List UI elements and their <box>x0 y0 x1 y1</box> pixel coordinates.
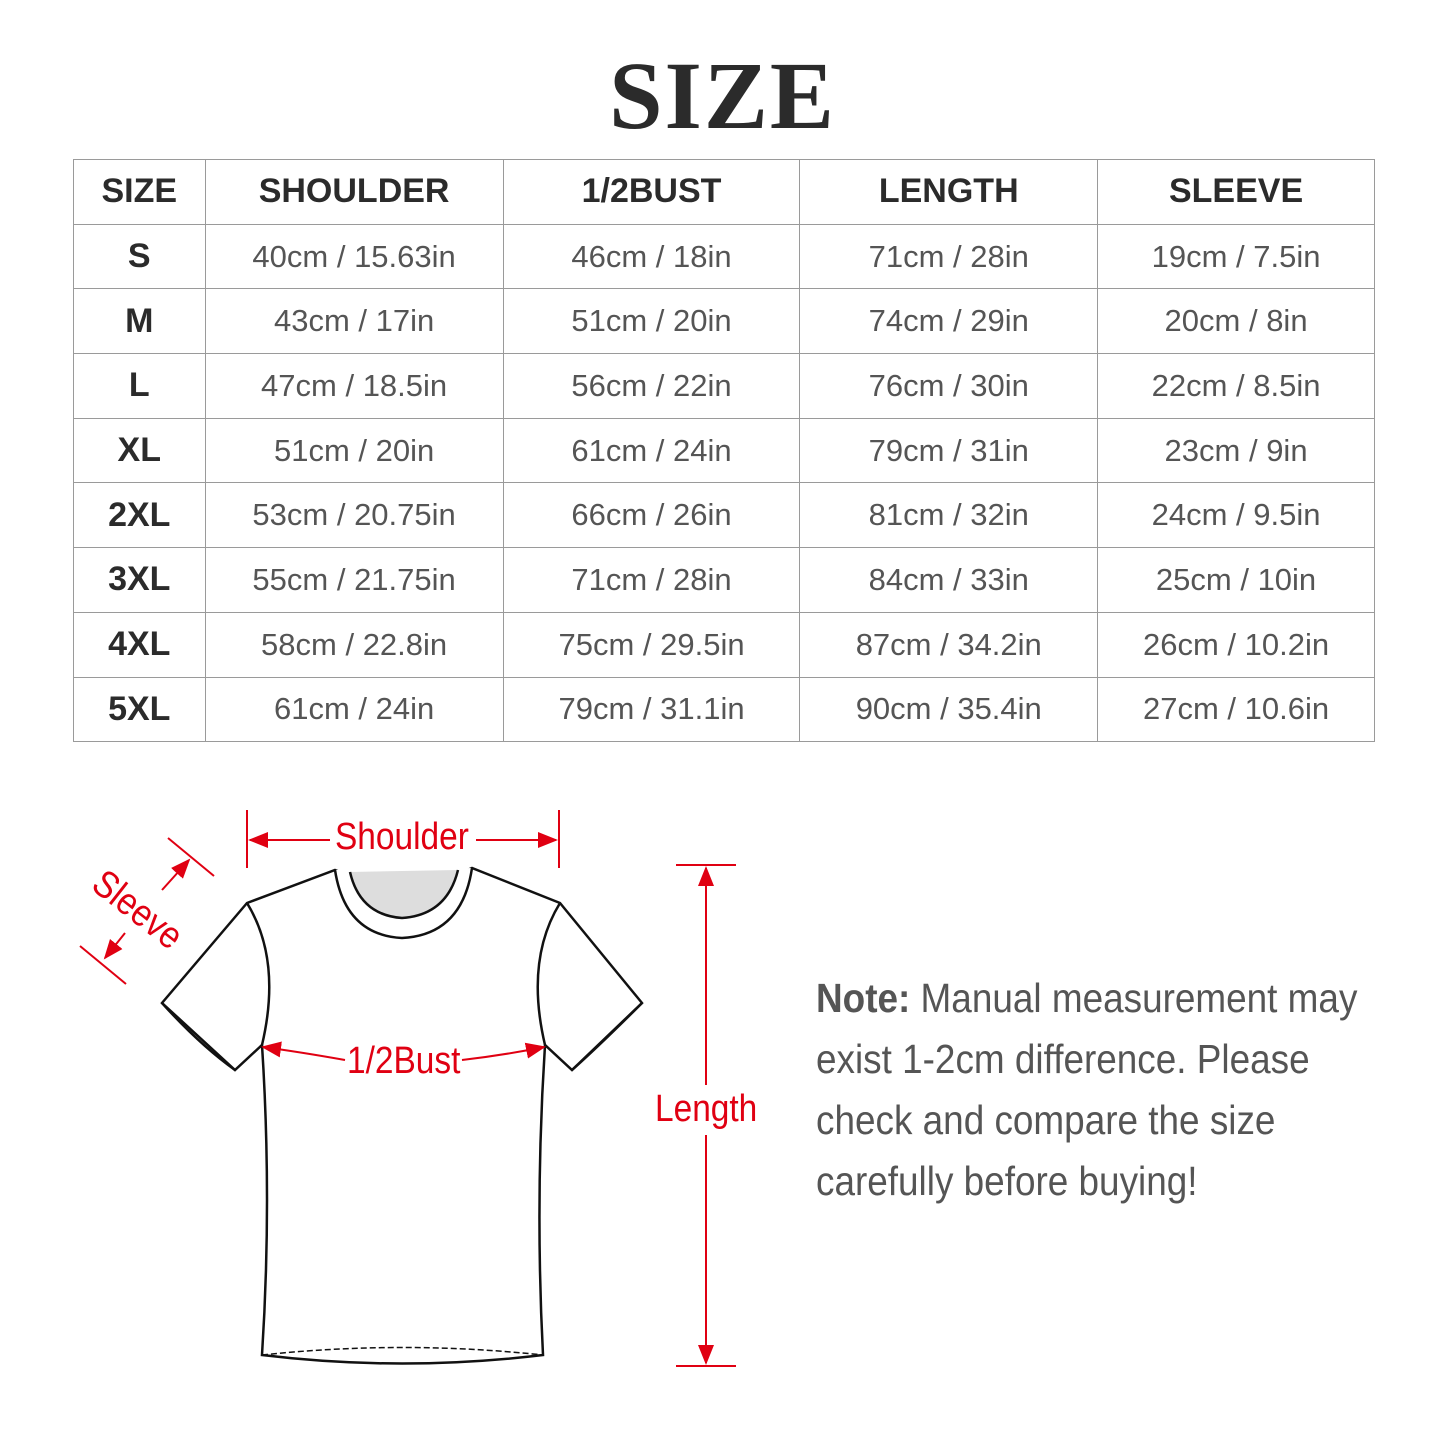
size-cell: L <box>73 353 206 419</box>
measurement-cell: 79cm / 31in <box>799 417 1099 484</box>
page-title: SIZE <box>609 42 836 149</box>
measurement-cell: 71cm / 28in <box>799 223 1099 290</box>
table-row: 5XL 61cm / 24in 79cm / 31.1in 90cm / 35.4in… <box>73 676 1375 743</box>
size-table: SIZE SHOULDER 1/2BUST LENGTH SLEEVE S 40cm / … <box>73 159 1375 743</box>
note-line: exist 1-2cm difference. Please <box>816 1036 1310 1082</box>
table-row: 3XL 55cm / 21.75in 71cm / 28in 84cm / 33in 2… <box>73 547 1375 613</box>
measurement-cell: 76cm / 30in <box>799 353 1099 419</box>
measurement-cell: 81cm / 32in <box>799 482 1099 549</box>
shoulder-label: Shoulder <box>335 816 469 858</box>
measurement-cell: 56cm / 22in <box>502 353 801 419</box>
size-cell: XL <box>73 417 206 484</box>
tshirt-icon <box>160 866 644 1365</box>
measurement-cell: 79cm / 31.1in <box>502 676 801 743</box>
measurement-cell: 61cm / 24in <box>204 676 504 743</box>
table-row: M 43cm / 17in 51cm / 20in 74cm / 29in 20cm /… <box>73 288 1375 355</box>
measurement-cell: 46cm / 18in <box>502 223 801 290</box>
measurement-cell: 90cm / 35.4in <box>799 676 1099 743</box>
size-cell: S <box>73 223 206 290</box>
table-row: 2XL 53cm / 20.75in 66cm / 26in 81cm / 32in 2… <box>73 482 1375 549</box>
column-header: 1/2BUST <box>502 159 801 225</box>
measurement-cell: 58cm / 22.8in <box>204 611 504 678</box>
measurement-cell: 66cm / 26in <box>502 482 801 549</box>
measurement-cell: 27cm / 10.6in <box>1097 676 1375 743</box>
measurement-cell: 51cm / 20in <box>502 288 801 355</box>
note-line: Manual measurement may <box>920 975 1358 1021</box>
column-header: LENGTH <box>799 159 1099 225</box>
measurement-cell: 22cm / 8.5in <box>1097 353 1375 419</box>
column-header: SIZE <box>73 159 206 225</box>
measurement-cell: 19cm / 7.5in <box>1097 223 1375 290</box>
measurement-lines <box>79 810 736 1367</box>
size-cell: 5XL <box>73 676 206 743</box>
measurement-cell: 23cm / 9in <box>1097 417 1375 484</box>
measurement-cell: 61cm / 24in <box>502 417 801 484</box>
table-row: L 47cm / 18.5in 56cm / 22in 76cm / 30in 22cm… <box>73 353 1375 419</box>
note-label: Note: <box>816 975 911 1021</box>
size-cell: 3XL <box>73 547 206 613</box>
measurement-cell: 74cm / 29in <box>799 288 1099 355</box>
note-line: check and compare the size <box>816 1097 1276 1143</box>
length-label: Length <box>655 1088 758 1130</box>
table-row: XL 51cm / 20in 61cm / 24in 79cm / 31in 23cm … <box>73 417 1375 484</box>
bust-label: 1/2Bust <box>347 1040 461 1082</box>
size-cell: 4XL <box>73 611 206 678</box>
measurement-cell: 84cm / 33in <box>799 547 1099 613</box>
measurement-cell: 24cm / 9.5in <box>1097 482 1375 549</box>
measurement-cell: 51cm / 20in <box>204 417 504 484</box>
measurement-cell: 20cm / 8in <box>1097 288 1375 355</box>
note-text: Note: Manual measurement may exist 1-2cm… <box>816 968 1357 1212</box>
measurement-cell: 71cm / 28in <box>502 547 801 613</box>
size-cell: 2XL <box>73 482 206 549</box>
measurement-cell: 53cm / 20.75in <box>204 482 504 549</box>
table-header-row: SIZE SHOULDER 1/2BUST LENGTH SLEEVE <box>73 159 1375 225</box>
measurement-cell: 47cm / 18.5in <box>204 353 504 419</box>
measurement-cell: 26cm / 10.2in <box>1097 611 1375 678</box>
measurement-cell: 43cm / 17in <box>204 288 504 355</box>
table-row: S 40cm / 15.63in 46cm / 18in 71cm / 28in 19c… <box>73 223 1375 290</box>
measurement-cell: 40cm / 15.63in <box>204 223 504 290</box>
measurement-cell: 25cm / 10in <box>1097 547 1375 613</box>
note-line: carefully before buying! <box>816 1158 1198 1204</box>
measurement-cell: 75cm / 29.5in <box>502 611 801 678</box>
size-cell: M <box>73 288 206 355</box>
column-header: SLEEVE <box>1097 159 1375 225</box>
measurement-cell: 55cm / 21.75in <box>204 547 504 613</box>
